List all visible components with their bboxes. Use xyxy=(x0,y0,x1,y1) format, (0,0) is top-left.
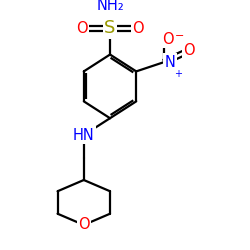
Text: N: N xyxy=(164,54,175,70)
Text: S: S xyxy=(104,19,116,37)
Text: O: O xyxy=(183,43,194,58)
Text: O: O xyxy=(76,21,88,36)
Text: HN: HN xyxy=(73,128,95,142)
Text: O: O xyxy=(132,21,144,36)
Text: NH₂: NH₂ xyxy=(96,0,124,13)
Text: +: + xyxy=(174,68,182,78)
Text: −: − xyxy=(175,31,184,41)
Text: O: O xyxy=(162,32,174,47)
Text: O: O xyxy=(78,218,90,232)
